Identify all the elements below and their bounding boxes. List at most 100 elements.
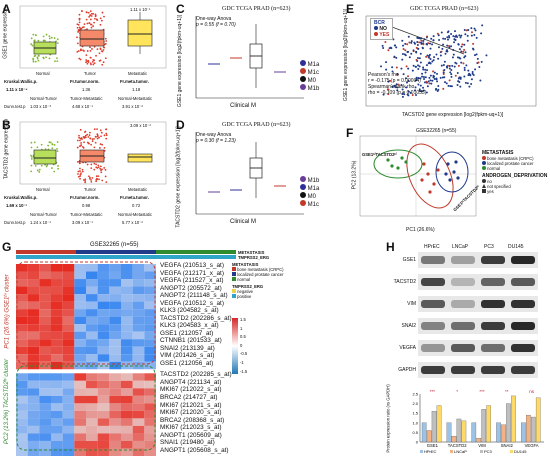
heatmap-cell bbox=[27, 433, 40, 441]
jitter-point bbox=[89, 18, 92, 21]
jitter-point bbox=[99, 143, 102, 145]
jitter-point bbox=[48, 35, 51, 38]
jitter-point bbox=[32, 59, 35, 61]
scatter-point bbox=[443, 81, 446, 84]
bar bbox=[496, 422, 501, 443]
jitter-point bbox=[79, 177, 81, 180]
scatter-point bbox=[444, 52, 447, 55]
scatter-point bbox=[443, 69, 446, 72]
jitter-point bbox=[79, 58, 82, 61]
table-sub-1: Normal-Tumor bbox=[30, 96, 57, 101]
scatter-point bbox=[391, 70, 394, 73]
heatmap-cell bbox=[132, 388, 145, 396]
scatter-point bbox=[459, 57, 462, 60]
legend-item: positive bbox=[237, 294, 252, 299]
scatter-point bbox=[407, 90, 410, 93]
heatmap-cell bbox=[97, 301, 110, 310]
jitter-point bbox=[36, 146, 39, 149]
stat-pearson-label: Pearson's rho bbox=[368, 72, 399, 78]
heatmap-cell bbox=[27, 361, 40, 370]
bar-y-axis-label: Protein expression ratio (vs GAPDH) bbox=[385, 384, 391, 453]
jitter-point bbox=[57, 167, 60, 170]
blot-label: TACSTD2 bbox=[393, 279, 416, 285]
y-axis-label: GSE1 gene expression bbox=[2, 7, 9, 59]
heatmap-cell bbox=[62, 279, 75, 287]
x-tick-label: SNAI2 bbox=[501, 443, 514, 448]
jitter-point bbox=[85, 59, 88, 61]
scatter-point bbox=[384, 41, 387, 44]
legend-title: ANDROGEN_DEPRIVATION bbox=[482, 173, 548, 179]
scatter-point bbox=[454, 30, 457, 33]
heatmap-cell bbox=[74, 433, 86, 441]
scatter-point bbox=[477, 61, 480, 64]
jitter-point bbox=[51, 147, 54, 150]
scatter-point bbox=[422, 68, 425, 71]
heatmap-cell bbox=[121, 354, 133, 362]
heatmap-cell bbox=[51, 301, 63, 310]
jitter-point bbox=[89, 49, 92, 52]
scatter-point bbox=[414, 86, 417, 89]
heatmap-cell bbox=[27, 301, 40, 310]
heatmap-cell bbox=[144, 309, 156, 317]
bar bbox=[530, 416, 536, 443]
scatter-point bbox=[464, 81, 467, 84]
scatter-point bbox=[408, 41, 411, 44]
scatter-point bbox=[446, 44, 449, 47]
heatmap-cell bbox=[27, 264, 40, 272]
jitter-point bbox=[93, 21, 95, 24]
legend-item: M1a bbox=[307, 186, 320, 192]
table-sub-3: Normal-Metastatic bbox=[118, 212, 152, 217]
jitter-point bbox=[101, 11, 104, 14]
scatter-point bbox=[415, 76, 418, 79]
scatter-point bbox=[427, 62, 430, 65]
jitter-point bbox=[77, 50, 80, 52]
heatmap-cell bbox=[144, 339, 156, 347]
heatmap-cell bbox=[51, 380, 63, 389]
heatmap-cell bbox=[74, 403, 86, 411]
dunn-label: Dunn.test.p bbox=[4, 104, 26, 109]
scatter-point bbox=[432, 70, 435, 73]
heatmap-cell bbox=[121, 425, 133, 434]
jitter-point bbox=[80, 172, 82, 174]
scatter-point bbox=[445, 49, 448, 52]
jitter-point bbox=[42, 35, 45, 38]
jitter-point bbox=[84, 130, 87, 133]
heatmap-cell bbox=[51, 294, 63, 302]
scatter-point bbox=[422, 86, 425, 89]
heatmap-cell bbox=[144, 440, 156, 449]
heatmap-cell bbox=[121, 346, 133, 355]
table-val-2: 0.98 bbox=[82, 203, 91, 208]
heatmap-cell bbox=[16, 380, 28, 389]
heatmap-cell bbox=[39, 331, 51, 340]
jitter-point bbox=[90, 12, 93, 15]
jitter-point bbox=[93, 146, 96, 149]
jitter-point bbox=[81, 26, 84, 29]
heatmap-cell bbox=[144, 433, 156, 441]
scatter-point bbox=[418, 89, 421, 92]
y-tick-label: 2.0 bbox=[412, 401, 418, 406]
jitter-point bbox=[33, 39, 36, 42]
significance-label: ns bbox=[529, 389, 535, 394]
heatmap-cell bbox=[74, 410, 86, 419]
chart-title: GDC TCGA PRAD (n=623) bbox=[410, 6, 479, 12]
legend-item: localized prostate cancer bbox=[237, 272, 284, 277]
jitter-point bbox=[30, 170, 33, 173]
heatmap-cell bbox=[132, 264, 145, 272]
legend-item: yes bbox=[487, 189, 494, 194]
jitter-point bbox=[104, 168, 107, 171]
jitter-point bbox=[40, 164, 43, 167]
heatmap-cell bbox=[51, 346, 63, 355]
significance-label: * bbox=[456, 389, 458, 394]
heatmap-cell bbox=[97, 373, 110, 381]
scatter-point bbox=[416, 56, 419, 59]
heatmap-cell bbox=[39, 425, 51, 434]
heatmap-cell bbox=[86, 279, 98, 287]
legend-swatch bbox=[482, 166, 486, 170]
heatmap-cell bbox=[109, 395, 121, 404]
heatmap-cell bbox=[144, 279, 156, 287]
significance-label: *** bbox=[430, 389, 436, 394]
scatter-point bbox=[429, 57, 432, 60]
jitter-point bbox=[87, 136, 90, 138]
heatmap-cell bbox=[39, 294, 51, 302]
heatmap-cell bbox=[16, 279, 28, 287]
